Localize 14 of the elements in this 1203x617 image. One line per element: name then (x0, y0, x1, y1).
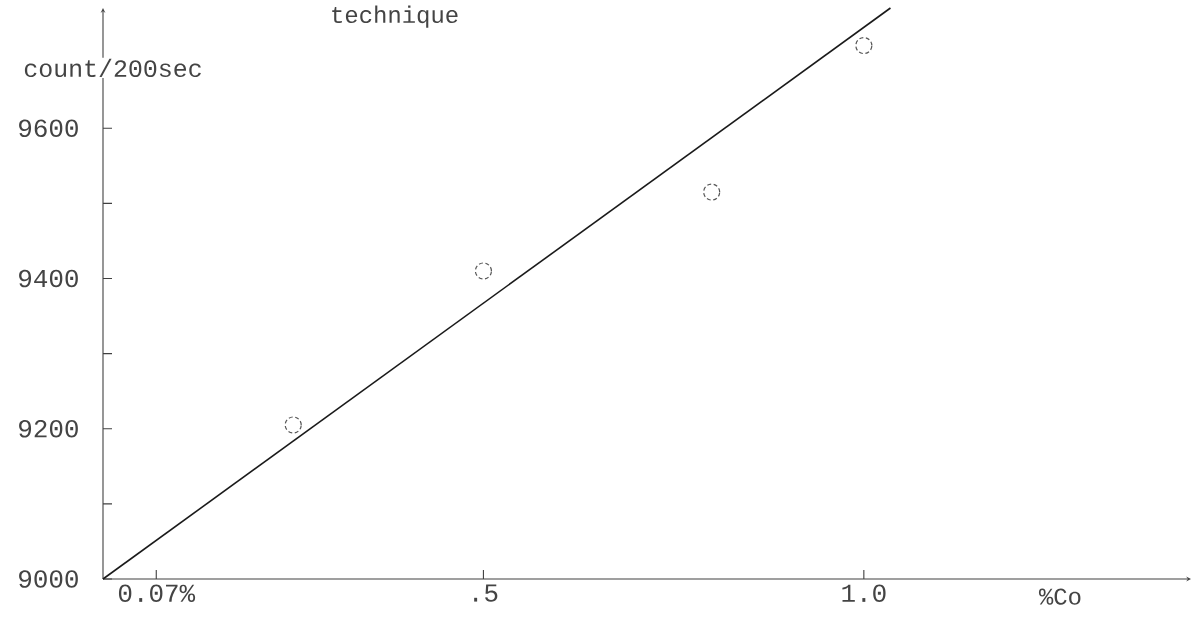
x-axis-title: %Co (1038, 588, 1081, 605)
x-tick-label: 0.07% (118, 584, 196, 603)
y-tick-label: 9400 (19, 269, 78, 288)
chart-title: technique (332, 5, 458, 28)
y-tick-label: 9000 (19, 570, 78, 588)
y-tick-label: 9200 (19, 419, 78, 438)
y-axis-title: count/200sec (24, 58, 201, 78)
point (703, 183, 721, 201)
point (855, 36, 873, 55)
x-tick-label: .5 (474, 584, 498, 602)
point (474, 262, 493, 280)
point (284, 416, 302, 434)
y-tick-label: 9600 (19, 119, 78, 137)
x-tick-label: 1.0 (842, 584, 886, 603)
